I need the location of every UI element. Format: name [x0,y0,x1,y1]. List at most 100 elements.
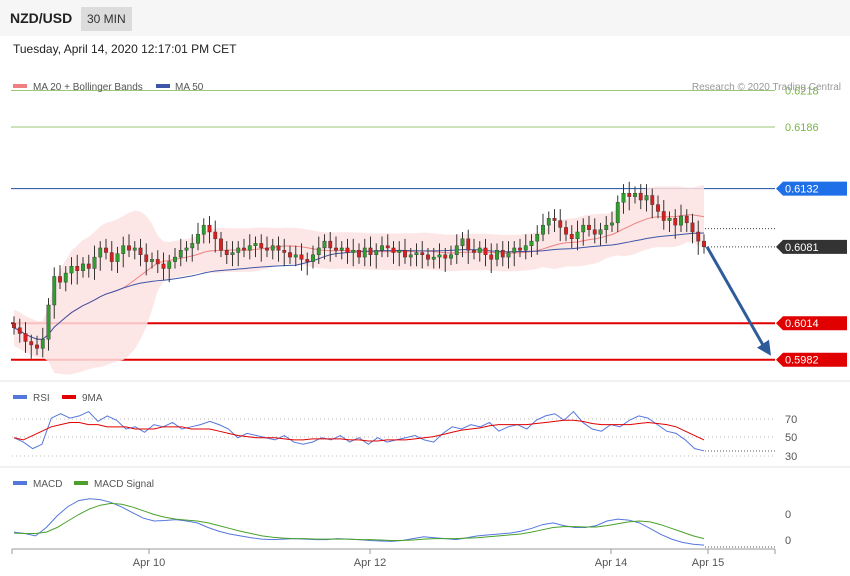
candle [443,247,448,272]
candle [368,236,373,267]
candle [696,220,701,255]
candle [35,335,39,356]
candle [81,257,85,278]
candle [339,241,344,260]
candle [489,243,494,274]
candle [213,220,218,253]
candle [679,204,683,232]
forecast-arrow-head [757,339,771,356]
macd-panel: MACD MACD Signal 0 0 [13,479,791,548]
candle [374,243,379,269]
candle [564,220,568,242]
candle [454,234,459,264]
legend-swatch-macd [13,481,27,485]
level-tag-resistance: 0.6218 [785,86,819,98]
candle [500,241,505,267]
rsi-tick-70: 70 [785,414,797,426]
legend-macd: MACD [33,479,62,490]
candle [345,238,350,264]
price-panel: 0.6218 0.6186 0.6132 0.6081 0.6014 0.5982 MA … [11,82,847,375]
candle [12,316,16,335]
candle [282,238,287,267]
level-label: 0.6186 [785,122,819,134]
candle [552,209,557,232]
candle [311,245,315,269]
level-tag-last: 0.6081 [776,239,847,254]
candle [161,252,166,280]
candle [420,241,425,269]
candle [92,245,97,280]
symbol-label: NZD/USD [10,10,73,26]
candle [650,188,655,219]
candle [518,238,522,258]
candle [17,318,22,343]
candle [178,238,183,267]
candle [529,234,534,258]
candle [587,216,591,237]
legend-swatch-rsi [13,395,27,399]
candle [558,209,563,242]
candle [270,238,275,260]
level-label: 0.6081 [785,242,819,254]
candle [328,231,333,262]
rsi-tick-30: 30 [785,451,797,463]
timeframe-button[interactable]: 30 MIN [81,7,132,31]
candle [506,241,511,269]
candle [132,241,137,260]
candle [385,234,390,258]
candle [242,238,246,258]
x-tick-label: Apr 12 [354,557,386,569]
x-tick-label: Apr 14 [595,557,627,569]
x-axis: Apr 10 Apr 12 Apr 14 Apr 15 [11,548,776,569]
candle [138,238,143,267]
candle [288,245,292,264]
candle [460,231,465,258]
candle [224,241,229,264]
legend-swatch-9ma [62,395,76,399]
candle [236,241,241,267]
candle [397,241,402,267]
candle [690,213,695,244]
candle [644,184,649,212]
candle [104,238,108,260]
candle [201,218,206,244]
candles [12,181,706,359]
candle [351,238,356,267]
level-label: 0.6014 [785,318,819,330]
candle [69,257,74,285]
rsi-9ma-line [13,419,705,442]
candle [569,225,574,248]
candle [305,252,310,276]
candle [75,254,80,285]
candle [592,218,597,244]
candle [684,209,689,232]
legend-swatch-ma20 [13,84,27,88]
candle [426,247,430,267]
candle [322,234,327,260]
candle [581,218,586,246]
candle [610,211,614,232]
candle [627,181,632,211]
candle [495,243,499,267]
candle [190,234,195,262]
candle [247,234,252,260]
candle [673,209,678,239]
candle [334,236,338,258]
rsi-panel: RSI 9MA 70 50 30 [12,393,797,463]
candle [86,254,91,278]
candle [109,241,114,271]
candle [46,298,51,351]
candle [63,266,68,292]
candle [621,184,626,214]
x-axis-ticks: Apr 10 Apr 12 Apr 14 Apr 15 [11,549,776,569]
level-tag-support: 0.5982 [776,352,847,367]
candle [196,222,200,251]
candle [167,254,172,283]
candle [403,238,407,264]
candle [230,241,235,267]
candle [115,246,120,274]
candle [184,241,189,262]
candle [357,243,361,264]
candle [414,243,419,267]
